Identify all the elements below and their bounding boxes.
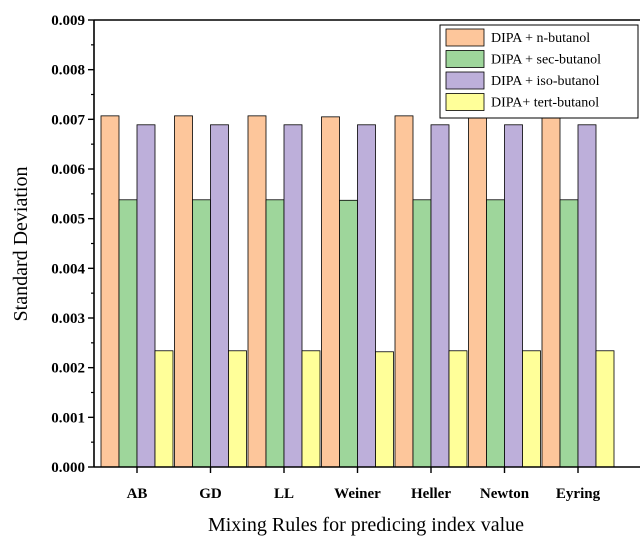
legend-swatch xyxy=(445,93,485,111)
y-tick-label: 0.006 xyxy=(51,162,85,178)
y-tick-label: 0.002 xyxy=(51,361,85,377)
bar-newton-series-4 xyxy=(522,350,541,468)
bar-weiner-series-1 xyxy=(321,116,340,468)
bar-ll-series-2 xyxy=(265,199,285,468)
y-axis-title: Standard Deviation xyxy=(10,167,32,322)
x-axis-title: Mixing Rules for predicing index value xyxy=(208,514,524,536)
bar-eyring-series-4 xyxy=(595,350,615,468)
bar-ab-series-4 xyxy=(154,350,174,468)
bar-ll-series-1 xyxy=(247,115,267,468)
legend-swatch xyxy=(445,28,485,47)
legend-entry-label: DIPA + iso-butanol xyxy=(491,74,600,89)
legend-swatch xyxy=(445,71,485,90)
x-category-label: Eyring xyxy=(556,486,601,502)
y-tick-label: 0.003 xyxy=(51,311,85,327)
bar-eyring-series-2 xyxy=(559,199,579,468)
y-tick-label: 0.004 xyxy=(51,261,85,277)
bar-gd-series-3 xyxy=(210,124,229,468)
bar-heller-series-1 xyxy=(394,115,414,468)
x-category-label: Newton xyxy=(480,486,530,502)
bar-gd-series-1 xyxy=(174,115,193,468)
x-category-label: GD xyxy=(199,486,222,502)
bar-ab-series-3 xyxy=(136,124,156,468)
legend-entry-label: DIPA + sec-butanol xyxy=(491,53,601,68)
bar-heller-series-4 xyxy=(448,350,468,468)
bar-ab-series-1 xyxy=(100,115,120,468)
bar-newton-series-2 xyxy=(486,199,505,468)
bar-newton-series-3 xyxy=(504,124,523,468)
bar-gd-series-2 xyxy=(192,199,211,468)
bar-weiner-series-3 xyxy=(357,124,376,468)
bar-heller-series-2 xyxy=(412,199,432,468)
legend: DIPA + n-butanol DIPA + sec-butanol DIPA +… xyxy=(439,24,639,119)
bar-weiner-series-2 xyxy=(339,199,358,468)
y-tick-label: 0.009 xyxy=(51,13,85,29)
y-tick-label: 0.008 xyxy=(51,63,85,79)
x-ticks-group: AB GD LL Weiner Heller Newton Eyring xyxy=(127,467,601,502)
bar-heller-series-3 xyxy=(430,124,450,468)
bar-ab-series-2 xyxy=(118,199,138,468)
x-category-label: AB xyxy=(127,486,148,502)
bar-ll-series-4 xyxy=(301,350,321,468)
legend-entry-label: DIPA+ tert-butanol xyxy=(491,96,599,111)
bar-weiner-series-4 xyxy=(375,351,394,468)
y-tick-label: 0.000 xyxy=(51,460,85,476)
bar-newton-series-1 xyxy=(468,115,487,468)
legend-swatch xyxy=(445,50,485,68)
legend-entry-label: DIPA + n-butanol xyxy=(491,31,590,46)
bar-gd-series-4 xyxy=(228,350,247,468)
bar-eyring-series-1 xyxy=(541,115,561,468)
x-category-label: Weiner xyxy=(334,486,381,502)
y-ticks-group: 0.000 0.001 0.002 0.003 0.004 0.005 0.006 0.007… xyxy=(51,13,94,476)
y-tick-label: 0.005 xyxy=(51,212,85,228)
y-tick-label: 0.001 xyxy=(51,410,85,426)
y-tick-label: 0.007 xyxy=(51,112,85,128)
x-category-label: Heller xyxy=(411,486,451,502)
x-category-label: LL xyxy=(274,486,294,502)
bar-eyring-series-3 xyxy=(577,124,597,468)
bar-ll-series-3 xyxy=(283,124,303,468)
bars-group xyxy=(100,115,615,468)
